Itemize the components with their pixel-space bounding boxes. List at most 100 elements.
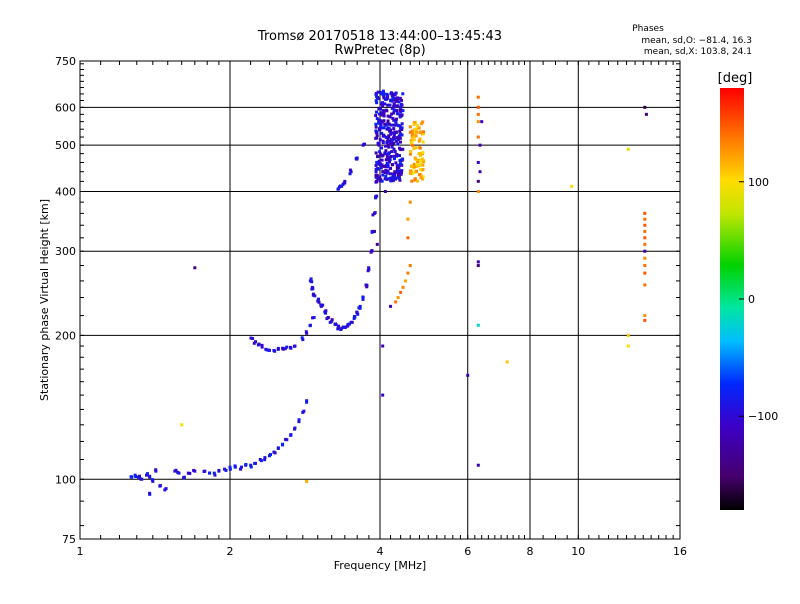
echo-point [379, 122, 383, 126]
echo-point [380, 120, 384, 124]
echo-point [182, 476, 186, 480]
echo-point [383, 102, 387, 106]
echo-point [381, 170, 385, 174]
echo-point [391, 92, 395, 96]
echo-point [276, 346, 280, 350]
echo-point [626, 147, 630, 151]
echo-point [382, 119, 386, 123]
echo-point [269, 453, 273, 457]
echo-point [422, 130, 426, 134]
echo-point [643, 318, 647, 322]
echo-point [377, 107, 381, 111]
echo-point [416, 160, 420, 164]
echo-point [386, 157, 390, 161]
echo-point [330, 318, 334, 322]
echo-point [390, 145, 394, 149]
echo-point [378, 138, 382, 142]
echo-point [324, 309, 328, 313]
echo-point [308, 324, 312, 328]
echo-point [148, 491, 152, 495]
echo-point [392, 111, 396, 115]
echo-point [292, 344, 296, 348]
echo-point [570, 184, 574, 188]
echo-point [398, 108, 402, 112]
echo-point [388, 103, 392, 107]
echo-point [363, 142, 367, 146]
echo-point [476, 95, 480, 99]
echo-point [316, 297, 320, 301]
echo-point [397, 135, 401, 139]
echo-point [381, 104, 385, 108]
echo-point [396, 142, 400, 146]
echo-point [643, 223, 647, 227]
echo-point [382, 96, 386, 100]
echo-point [382, 109, 386, 113]
colorbar-label: [deg] [718, 71, 753, 86]
echo-point [374, 196, 378, 200]
echo-point [348, 172, 352, 176]
echo-point [384, 174, 388, 178]
echo-point [379, 177, 383, 181]
echo-point [375, 242, 379, 246]
echo-point [476, 189, 480, 193]
echo-point [384, 177, 388, 181]
echo-point [392, 136, 396, 140]
echo-point [377, 121, 381, 125]
echo-point [398, 178, 402, 182]
echo-point [466, 373, 470, 377]
x-tick-label: 4 [377, 545, 384, 558]
echo-point [412, 162, 416, 166]
echo-point [383, 97, 387, 101]
echo-point [417, 126, 421, 130]
echo-point [390, 163, 394, 167]
echo-point [134, 475, 138, 479]
echo-point [386, 140, 390, 144]
echo-point [305, 400, 309, 404]
echo-point [476, 323, 480, 327]
echo-point [383, 189, 387, 193]
echo-point [390, 112, 394, 116]
echo-point [418, 173, 422, 177]
echo-point [378, 162, 382, 166]
echo-point [417, 139, 421, 143]
echo-point [420, 158, 424, 162]
echo-point [406, 217, 410, 221]
echo-point [381, 153, 385, 157]
echo-point [396, 296, 400, 300]
y-tick-label: 400 [55, 185, 76, 198]
echo-point [644, 112, 648, 116]
echo-point [392, 98, 396, 102]
echo-point [251, 337, 255, 341]
echo-point [398, 129, 402, 133]
echo-point [393, 150, 397, 154]
data-points [129, 89, 648, 496]
echo-point [305, 399, 309, 403]
echo-point [137, 474, 141, 478]
echo-point [253, 340, 257, 344]
echo-point [129, 475, 133, 479]
echo-point [378, 112, 382, 116]
echo-point [366, 269, 370, 273]
echo-point [350, 320, 354, 324]
echo-point [418, 159, 422, 163]
echo-point [382, 126, 386, 130]
echo-point [259, 459, 263, 463]
echo-point [410, 129, 414, 133]
chart-title: Tromsø 20170518 13:44:00–13:45:43 [257, 29, 502, 44]
echo-point [384, 168, 388, 172]
x-tick-label: 10 [571, 545, 585, 558]
echo-point [192, 468, 196, 472]
echo-point [334, 323, 338, 327]
echo-point [375, 134, 379, 138]
echo-point [193, 266, 197, 270]
echo-point [626, 344, 630, 348]
y-axis-label: Stationary phase Virtual Height [km] [38, 199, 51, 401]
echo-point [391, 116, 395, 120]
echo-point [377, 142, 381, 146]
echo-point [392, 147, 396, 151]
echo-point [300, 336, 304, 340]
echo-point [421, 120, 425, 124]
echo-point [389, 128, 393, 132]
echo-point [377, 143, 381, 147]
echo-point [476, 120, 480, 124]
